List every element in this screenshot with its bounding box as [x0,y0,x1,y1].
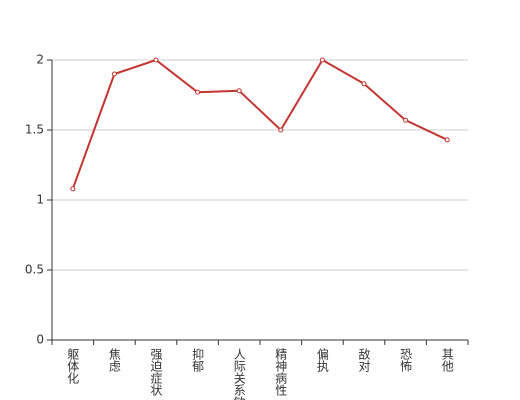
data-point [403,117,409,123]
x-tick-label: 偏执 [315,347,329,373]
data-point [153,57,159,63]
y-tick-label: 1 [36,193,44,207]
data-point [361,81,367,87]
x-tick-label: 精神病性 [274,348,288,397]
data-point [111,71,117,77]
y-tick-label: 2 [36,53,44,67]
data-point [444,137,450,143]
data-point [195,89,201,95]
x-tick-label: 恐怖 [399,348,413,372]
x-tick-label: 敌对 [357,347,371,372]
x-tick-label: 抑郁 [191,347,205,373]
y-tick-label: 0.5 [25,263,44,277]
data-point [319,57,325,63]
y-tick-label: 0 [36,333,44,347]
x-tick-label: 焦虑 [107,348,121,372]
data-point [70,186,76,192]
y-tick-label: 1.5 [25,123,44,137]
data-point [236,88,242,94]
data-point [278,127,284,133]
x-tick-label: 人际关系敏感 [232,348,246,400]
x-tick-label: 强迫症状 [149,348,163,396]
x-tick-label: 其他 [440,348,454,372]
series-line [71,59,448,190]
x-tick-label: 躯体化 [66,347,80,385]
